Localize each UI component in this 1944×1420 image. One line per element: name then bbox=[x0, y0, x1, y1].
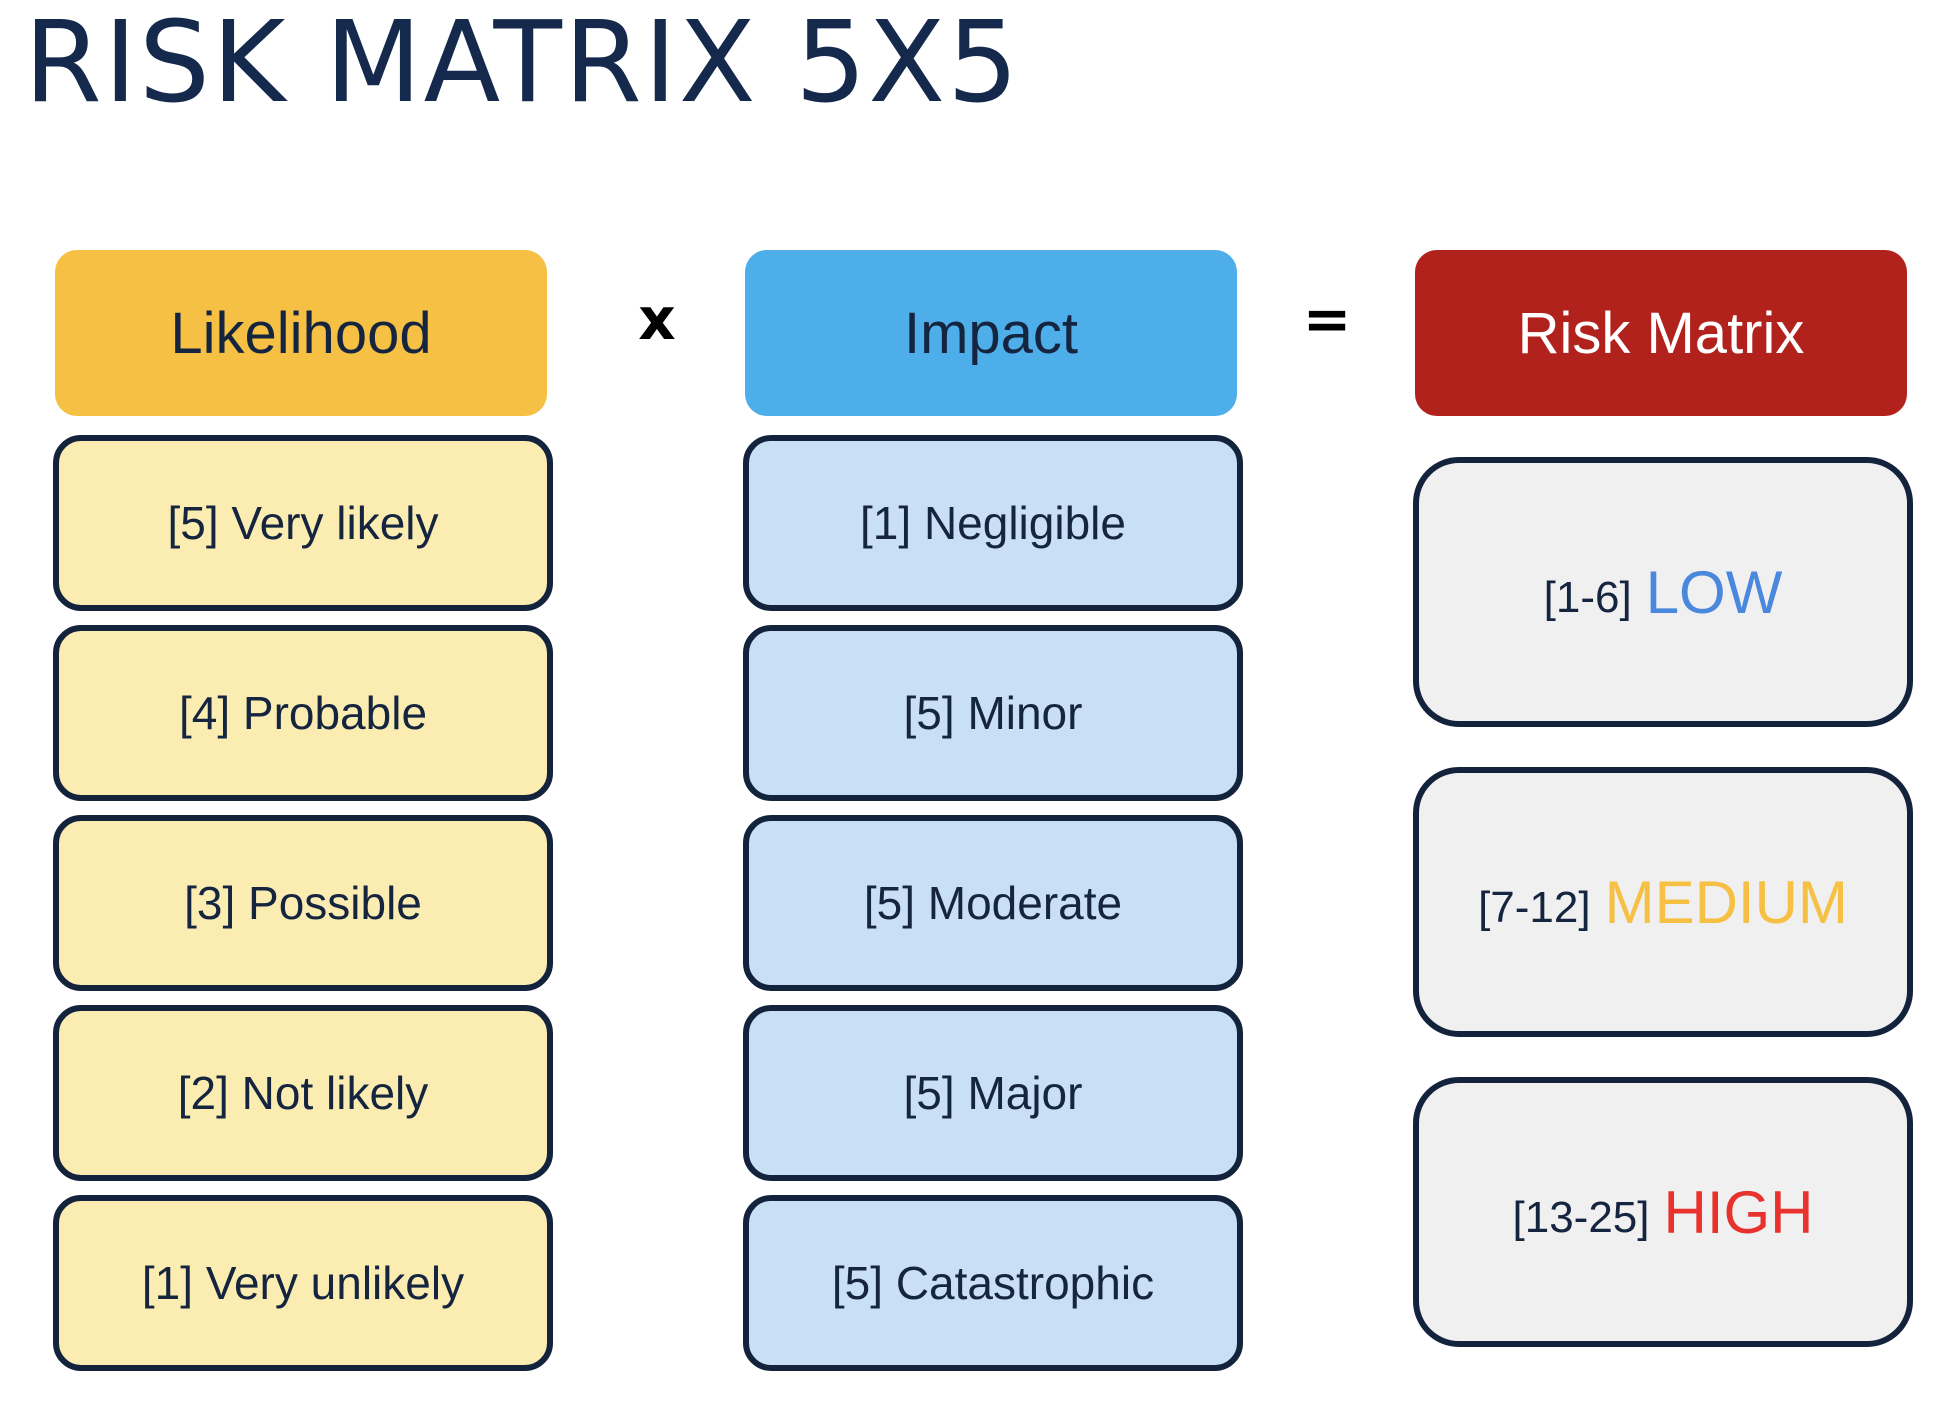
page-title: RISK MATRIX 5X5 bbox=[24, 0, 1021, 128]
impact-header: Impact bbox=[745, 250, 1237, 416]
risk-card-low: [1-6] LOW bbox=[1413, 457, 1913, 727]
risk-matrix-header: Risk Matrix bbox=[1415, 250, 1907, 416]
likelihood-card-not-likely: [2] Not likely bbox=[53, 1005, 553, 1181]
impact-card-catastrophic: [5] Catastrophic bbox=[743, 1195, 1243, 1371]
likelihood-card-probable: [4] Probable bbox=[53, 625, 553, 801]
impact-card-negligible: [1] Negligible bbox=[743, 435, 1243, 611]
risk-card-high: [13-25] HIGH bbox=[1413, 1077, 1913, 1347]
risk-matrix-column: [1-6] LOW [7-12] MEDIUM [13-25] HIGH bbox=[1413, 457, 1913, 1387]
risk-level-low: LOW bbox=[1645, 558, 1783, 626]
likelihood-header: Likelihood bbox=[55, 250, 547, 416]
risk-level-high: HIGH bbox=[1663, 1178, 1814, 1246]
equals-operator: = bbox=[1302, 285, 1352, 353]
impact-column: [1] Negligible [5] Minor [5] Moderate [5… bbox=[743, 435, 1243, 1385]
risk-range-low: [1-6] bbox=[1543, 573, 1632, 622]
impact-card-major: [5] Major bbox=[743, 1005, 1243, 1181]
impact-card-moderate: [5] Moderate bbox=[743, 815, 1243, 991]
impact-card-minor: [5] Minor bbox=[743, 625, 1243, 801]
likelihood-card-possible: [3] Possible bbox=[53, 815, 553, 991]
risk-range-high: [13-25] bbox=[1512, 1193, 1650, 1242]
likelihood-card-very-unlikely: [1] Very unlikely bbox=[53, 1195, 553, 1371]
risk-level-medium: MEDIUM bbox=[1604, 868, 1848, 936]
risk-range-medium: [7-12] bbox=[1478, 883, 1591, 932]
likelihood-column: [5] Very likely [4] Probable [3] Possibl… bbox=[53, 435, 553, 1385]
likelihood-card-very-likely: [5] Very likely bbox=[53, 435, 553, 611]
multiply-operator: x bbox=[638, 285, 676, 353]
risk-card-medium: [7-12] MEDIUM bbox=[1413, 767, 1913, 1037]
